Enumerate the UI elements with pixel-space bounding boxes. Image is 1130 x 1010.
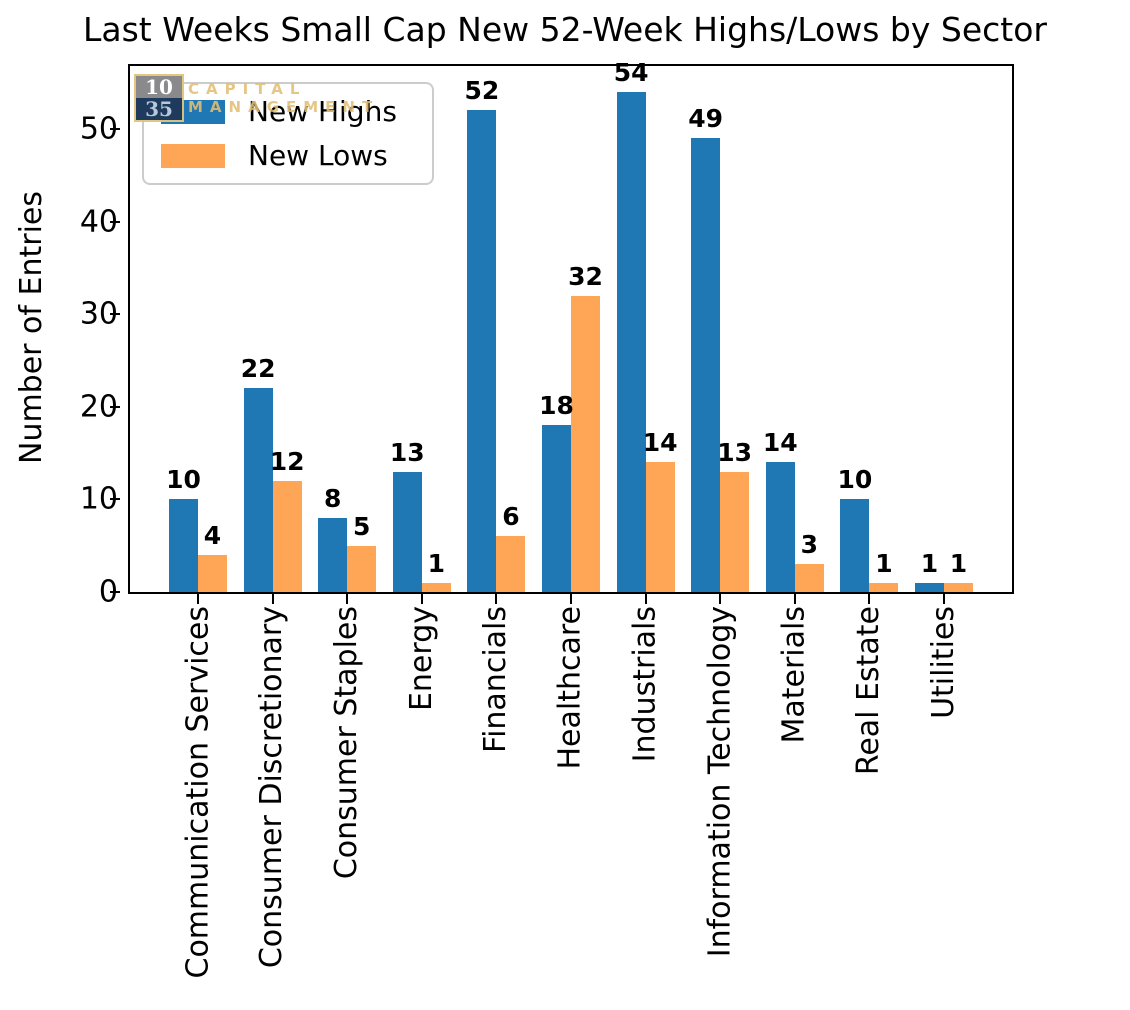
y-tick-label: 50	[79, 111, 118, 147]
bar-value-label: 22	[240, 354, 276, 384]
y-axis-tick	[110, 313, 120, 316]
x-tick-label: Materials	[776, 606, 812, 744]
x-tick-label: Financials	[478, 606, 514, 753]
new-lows-swatch-icon	[161, 143, 225, 168]
x-axis-tick	[570, 594, 572, 604]
bar-new-lows	[794, 564, 824, 592]
bar-value-label: 8	[323, 483, 342, 513]
x-tick-label: Utilities	[926, 606, 961, 719]
bar-value-label: 54	[613, 57, 649, 87]
bar-value-label: 4	[203, 520, 222, 550]
bar-value-label: 13	[389, 437, 425, 467]
x-axis-tick	[868, 594, 871, 604]
logo-number-top: 10	[136, 76, 182, 98]
x-axis-tick	[719, 594, 722, 604]
chart-title: Last Weeks Small Cap New 52-Week Highs/L…	[83, 10, 1047, 49]
y-tick-label: 10	[79, 481, 118, 517]
bar-new-highs	[392, 471, 422, 592]
y-axis-label-container: Number of Entries	[2, 64, 60, 590]
bar-value-label: 12	[269, 446, 305, 476]
bar-value-label: 32	[568, 261, 603, 291]
y-axis-tick	[110, 498, 120, 501]
bar-value-label: 1	[949, 548, 968, 578]
bar-value-label: 1	[875, 548, 893, 578]
y-axis-label: Number of Entries	[13, 190, 49, 464]
x-tick-label: Real Estate	[851, 606, 887, 776]
bar-new-highs	[840, 499, 870, 592]
x-axis-tick	[793, 594, 796, 604]
x-axis-tick	[197, 594, 199, 604]
y-tick-label: 0	[98, 574, 118, 610]
logo-wordmark-line2: MANAGEMENT	[188, 98, 380, 116]
x-axis-tick	[644, 594, 647, 604]
x-axis-tick	[271, 594, 274, 604]
bar-new-lows	[944, 582, 973, 592]
x-tick-label: Healthcare	[553, 606, 588, 770]
logo-icon: 10 35	[134, 74, 184, 122]
y-tick-label: 20	[79, 389, 118, 425]
bar-new-highs	[616, 91, 646, 592]
bar-new-lows	[869, 582, 899, 592]
bar-new-lows	[496, 536, 526, 592]
bar-new-lows	[571, 295, 600, 592]
bar-new-highs	[318, 517, 348, 592]
bar-new-lows	[645, 462, 675, 592]
x-tick-label: Consumer Discretionary	[254, 606, 290, 969]
bar-new-lows	[421, 582, 451, 592]
x-axis-tick	[495, 594, 498, 604]
x-tick-label: Energy	[403, 606, 439, 712]
x-axis-tick	[943, 594, 945, 604]
x-tick-label: Consumer Staples	[329, 606, 365, 880]
y-tick-label: 40	[79, 204, 118, 240]
bar-new-lows	[198, 554, 227, 592]
logo-wordmark: CAPITAL MANAGEMENT	[188, 80, 379, 116]
legend-label-new-highs: New Highs	[248, 95, 397, 128]
x-tick-label: Information Technology	[702, 606, 738, 958]
bar-value-label: 6	[502, 502, 520, 532]
bar-value-label: 14	[642, 428, 678, 458]
bar-new-highs	[765, 462, 795, 592]
legend-label-new-lows: New Lows	[248, 139, 388, 172]
bar-value-label: 1	[920, 548, 939, 578]
bar-value-label: 10	[837, 465, 873, 495]
plot-area: New Highs New Lows 10 35 CAPITAL MANAGEM…	[80, 58, 1014, 979]
bar-value-label: 14	[762, 428, 798, 458]
x-axis-tick	[346, 594, 349, 604]
bar-new-highs	[915, 582, 944, 592]
bar-value-label: 1	[427, 548, 445, 578]
bar-new-lows	[272, 480, 302, 592]
bar-value-label: 52	[464, 76, 500, 106]
bar-new-highs	[243, 388, 273, 592]
x-tick-label: Industrials	[627, 606, 663, 763]
bar-value-label: 5	[352, 511, 371, 541]
y-axis-tick	[110, 220, 120, 223]
y-tick-label: 30	[79, 296, 118, 332]
bar-value-label: 18	[539, 391, 574, 421]
y-axis-tick	[110, 127, 120, 130]
x-tick-label: Communication Services	[180, 606, 215, 979]
bar-value-label: 49	[688, 104, 724, 134]
bar-new-lows	[347, 545, 377, 592]
bar-value-label: 13	[717, 437, 753, 467]
bar-new-lows	[720, 471, 750, 592]
logo-number-bottom: 35	[136, 98, 182, 120]
bar-new-highs	[467, 110, 497, 592]
bar-value-label: 3	[800, 530, 818, 560]
x-axis-tick	[420, 594, 423, 604]
y-axis-tick	[110, 591, 120, 593]
legend-entry-new-lows: New Lows	[161, 139, 432, 172]
bar-new-highs	[542, 425, 571, 592]
bar-new-highs	[169, 499, 198, 592]
y-axis-tick	[110, 405, 120, 408]
bar-value-label: 10	[166, 465, 201, 495]
logo-wordmark-line1: CAPITAL	[188, 80, 307, 98]
bar-new-highs	[691, 138, 721, 592]
